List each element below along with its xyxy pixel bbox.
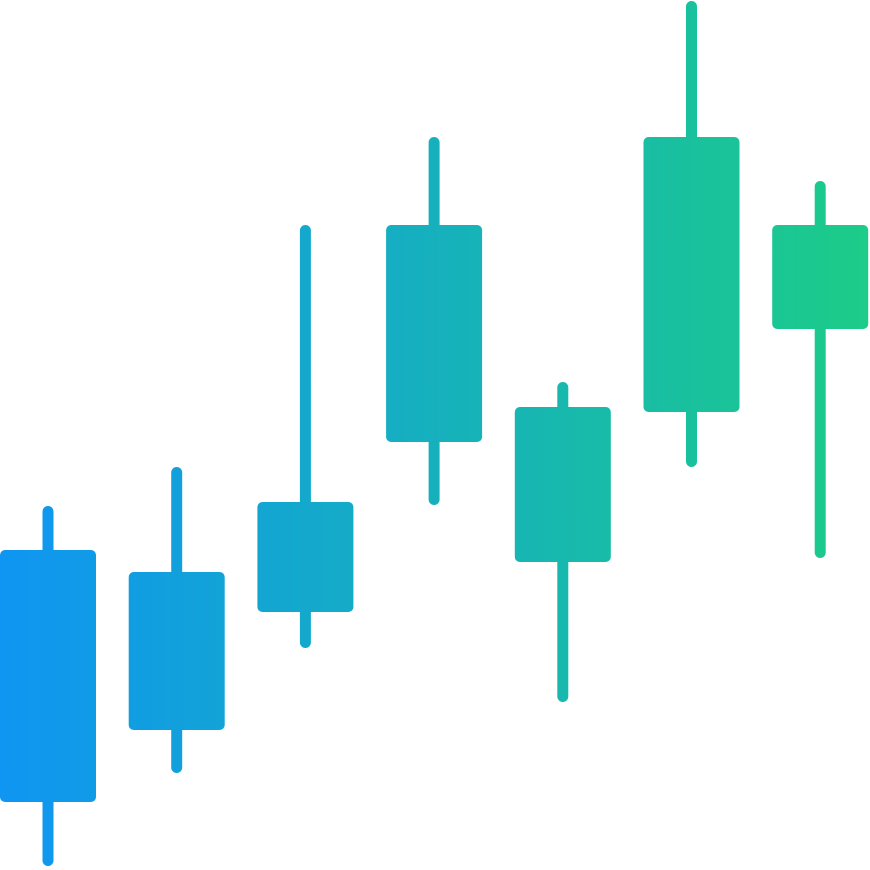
candle-body [257, 502, 354, 612]
candle-6 [643, 1, 740, 467]
candle-4 [386, 137, 483, 505]
candle-body [386, 225, 483, 442]
candle-body [643, 137, 740, 412]
candle-body [128, 572, 225, 730]
candle-body [514, 407, 611, 562]
candle-body [0, 550, 96, 802]
candle-5 [514, 382, 611, 702]
candle-7 [772, 181, 869, 558]
candle-1 [0, 506, 96, 866]
candle-body [772, 225, 869, 329]
candle-2 [128, 467, 225, 773]
candle-3 [257, 225, 354, 648]
